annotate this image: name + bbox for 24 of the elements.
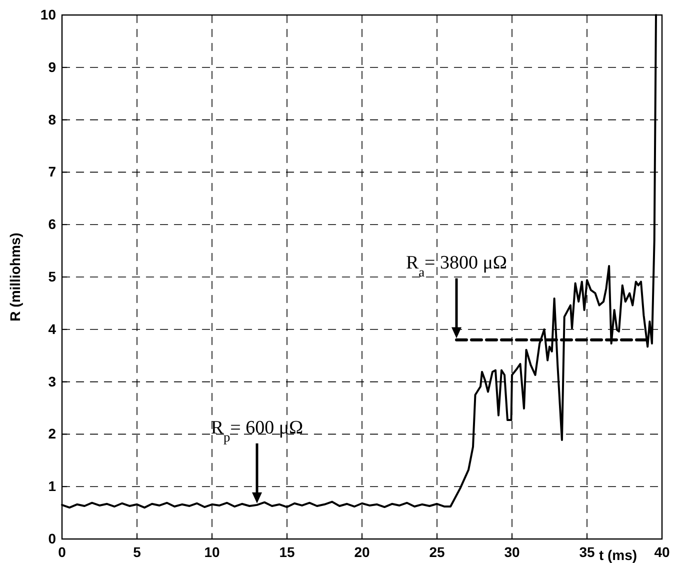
y-tick-label: 9: [48, 58, 56, 75]
y-tick-label: 4: [48, 320, 56, 337]
y-tick-label: 8: [48, 111, 56, 128]
annotation: R$_{a}$= 3800 μΩ: [406, 252, 508, 279]
x-axis-title: t (ms): [598, 547, 638, 563]
x-tick-label: 30: [504, 544, 520, 560]
x-tick-label: 5: [133, 544, 142, 560]
y-tick-label: 10: [40, 6, 56, 22]
y-tick-label: 2: [48, 426, 56, 442]
x-tick-label: 40: [654, 544, 670, 560]
y-tick-label: 6: [48, 216, 56, 232]
x-tick-label: 10: [204, 544, 220, 560]
x-tick-label: 15: [279, 544, 295, 560]
y-tick-label: 0: [48, 530, 56, 546]
y-tick-label: 3: [48, 373, 56, 390]
y-axis-title: R (milliohms): [7, 232, 23, 322]
x-tick-label: 20: [354, 544, 370, 560]
y-tick-label: 1: [48, 478, 56, 494]
y-tick-label: 5: [48, 268, 56, 284]
x-tick-label: 25: [429, 544, 445, 560]
x-tick-label: 35: [579, 544, 595, 560]
y-tick-label: 7: [48, 164, 56, 180]
annotation: R$_{p}$= 600 μΩ: [210, 417, 304, 444]
x-tick-label: 0: [58, 544, 66, 560]
